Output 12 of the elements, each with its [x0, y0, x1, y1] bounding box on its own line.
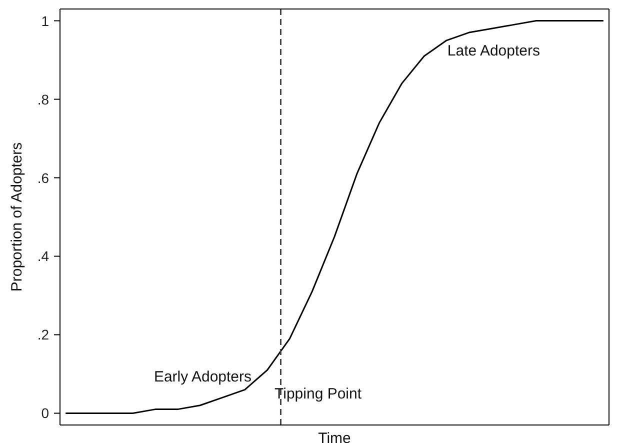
y-tick-label: 0 [41, 405, 50, 422]
y-tick-label: .6 [37, 170, 50, 186]
y-tick-label: .8 [37, 91, 50, 108]
y-tick-label: .2 [37, 326, 50, 343]
annotation: Late Adopters [447, 42, 540, 60]
y-tick-label: .4 [37, 248, 50, 264]
y-tick-label: 1 [41, 12, 50, 29]
line-series [64, 20, 604, 414]
annotation: Early Adopters [154, 368, 252, 386]
annotation: Tipping Point [274, 385, 362, 402]
x-axis-title: Time [318, 430, 351, 443]
y-axis-title: Proportion of Adopters [8, 142, 26, 292]
